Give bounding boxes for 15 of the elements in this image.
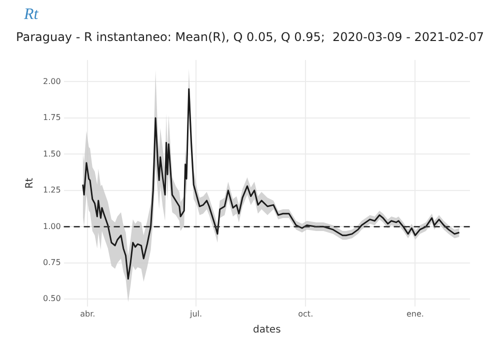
y-tick-label: 2.00 (43, 76, 61, 86)
y-tick-label: 0.50 (43, 294, 61, 304)
y-tick-label: 1.50 (43, 149, 61, 158)
x-tick-label: jul. (189, 309, 202, 318)
x-tick-label: abr. (80, 309, 96, 318)
y-tick-label: 1.75 (43, 113, 61, 122)
x-tick-label: ene. (406, 309, 424, 318)
y-tick-label: 0.75 (43, 258, 61, 267)
x-axis-title: dates (253, 324, 281, 336)
y-axis-title: Rt (24, 178, 36, 189)
chart-title: Rt (24, 6, 38, 24)
y-tick-label: 1.25 (43, 186, 61, 195)
chart-subtitle: Paraguay - R instantaneo: Mean(R), Q 0.05, Q 0.95; 2020-03-09 - 2021-02-07 (15, 30, 485, 44)
y-tick-label: 1.00 (43, 222, 61, 231)
x-tick-label: oct. (298, 309, 314, 318)
